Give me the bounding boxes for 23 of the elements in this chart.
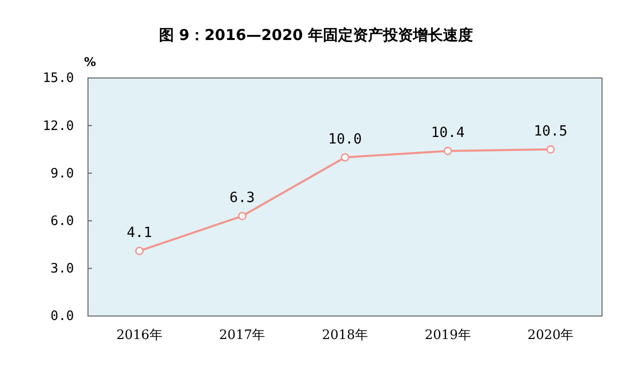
y-tick-label: 12.0: [42, 118, 74, 134]
x-tick-label: 2019年: [424, 328, 471, 344]
x-tick-label: 2016年: [116, 328, 162, 344]
y-axis-title: %: [84, 55, 96, 69]
x-tick-label: 2020年: [528, 328, 574, 344]
data-label: 10.5: [534, 123, 568, 140]
y-tick-label: 6.0: [50, 214, 74, 229]
y-tick-label: 0.0: [50, 309, 74, 324]
data-label: 10.4: [430, 124, 465, 141]
data-label: 6.3: [230, 190, 255, 206]
chart-title: 图 9：2016—2020 年固定资产投资增长速度: [158, 26, 474, 44]
point: [238, 212, 246, 220]
y-tick-label: 15.0: [42, 71, 74, 86]
y-tick-label: 9.0: [50, 166, 74, 182]
x-tick-label: 2017年: [219, 328, 266, 344]
y-tick-label: 3.0: [50, 262, 74, 277]
point: [546, 145, 555, 154]
point: [340, 153, 350, 162]
point: [135, 246, 144, 256]
point: [444, 146, 452, 156]
data-label: 4.1: [126, 224, 152, 241]
data-label: 10.0: [328, 131, 362, 148]
x-tick-label: 2018年: [322, 328, 368, 344]
